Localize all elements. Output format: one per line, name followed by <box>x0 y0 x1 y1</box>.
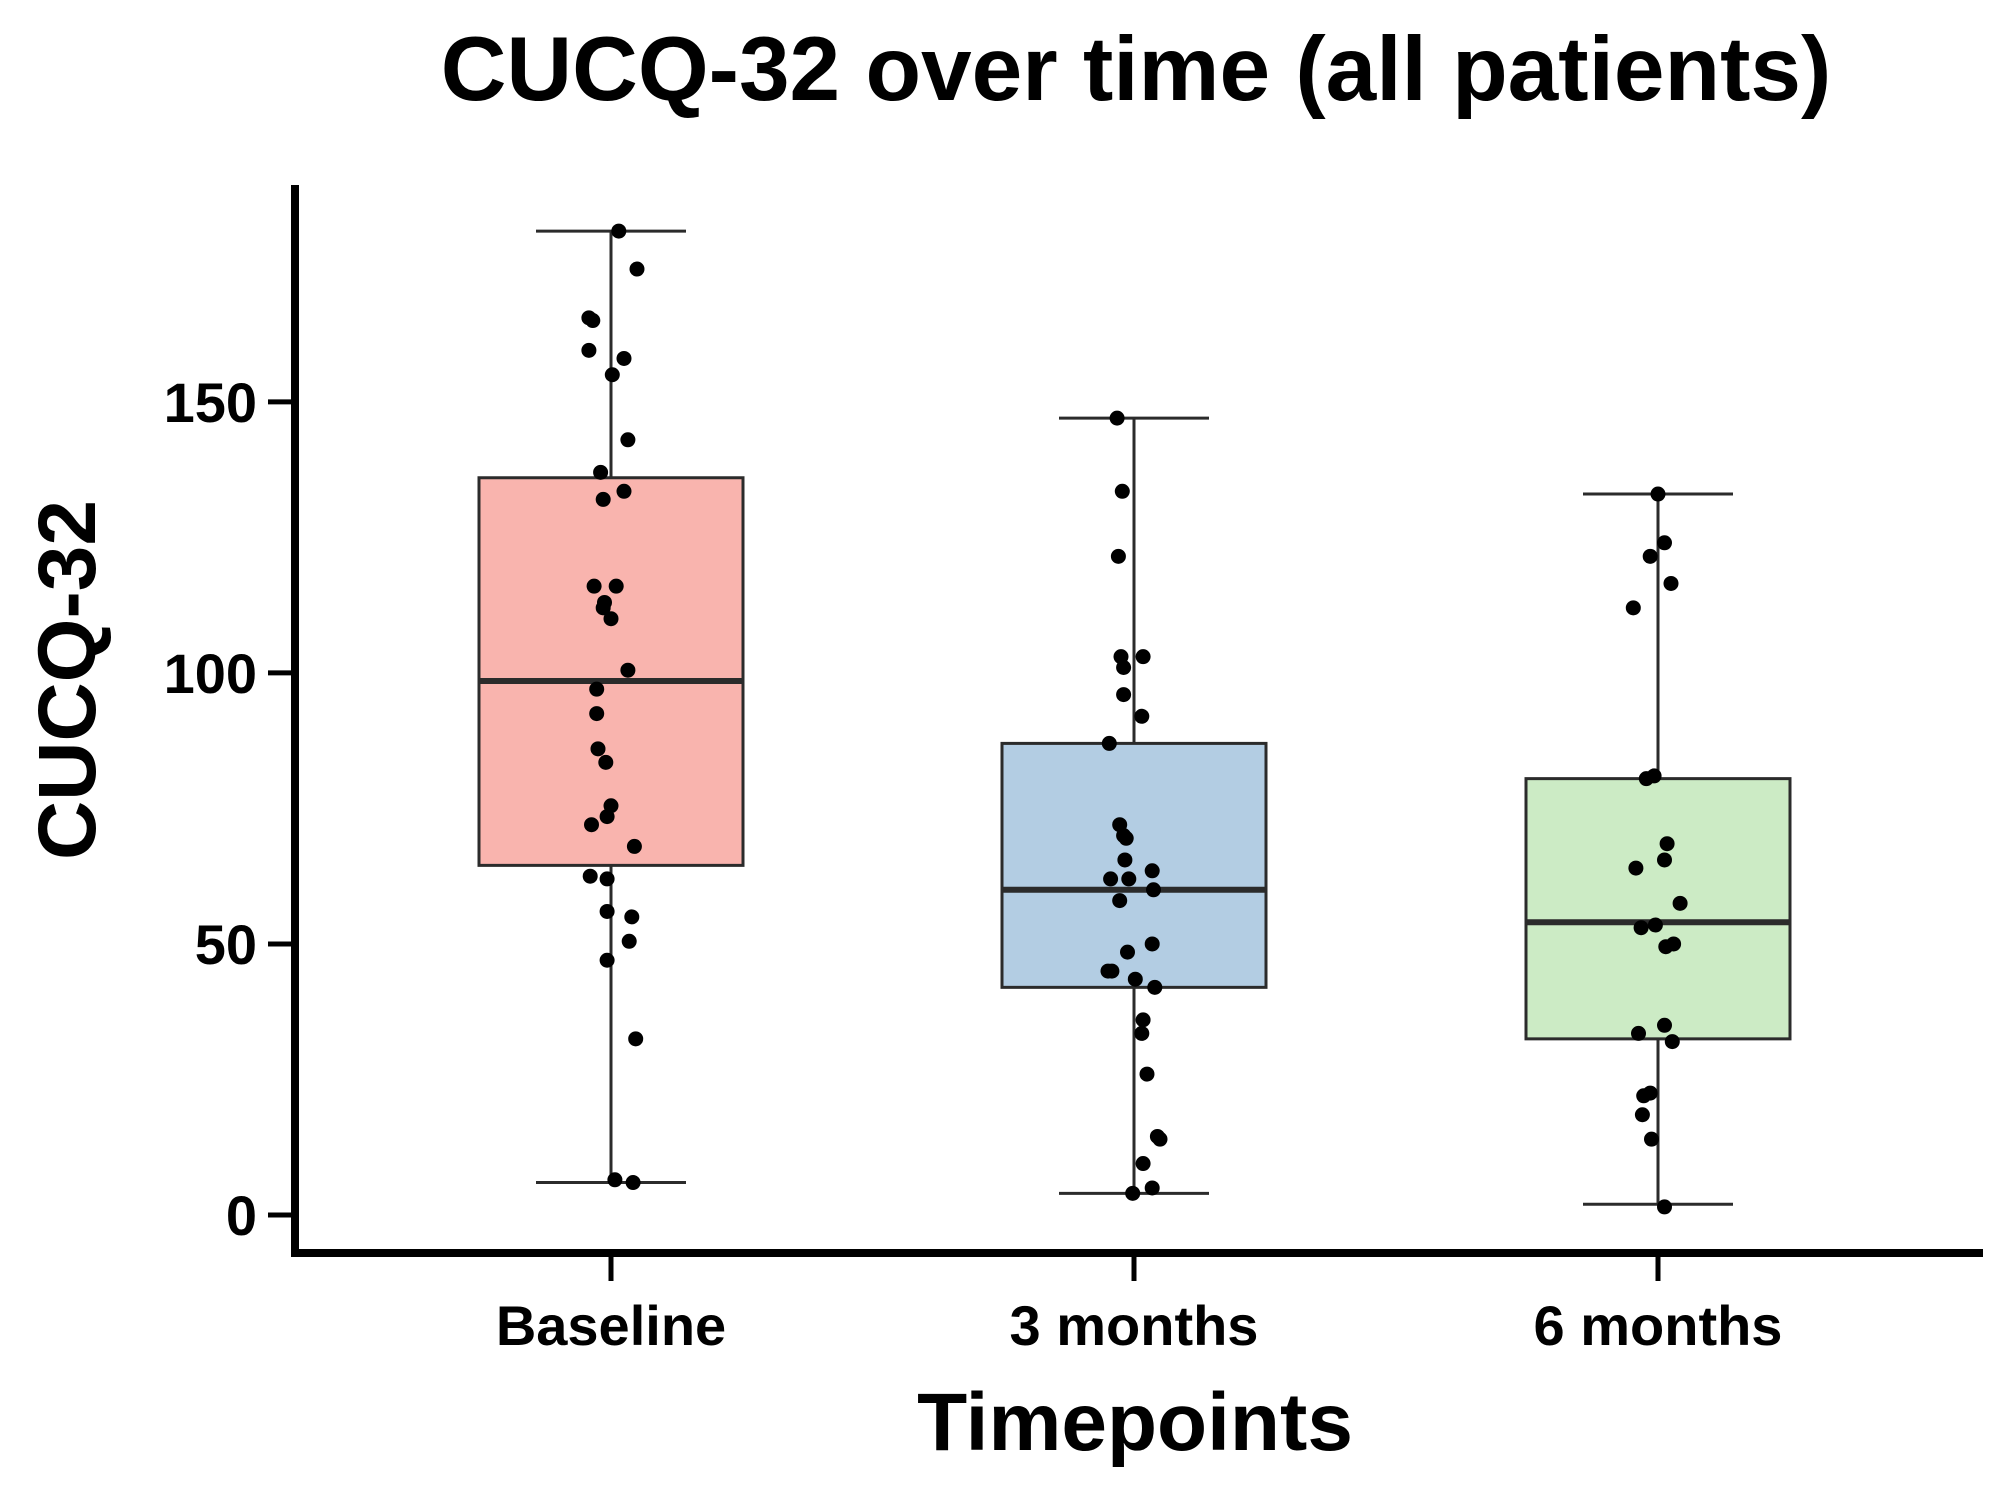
data-point <box>1628 860 1644 876</box>
data-point <box>582 868 598 884</box>
data-point <box>1116 687 1132 703</box>
data-point <box>1625 600 1641 616</box>
data-point <box>1147 979 1163 995</box>
data-point <box>1146 882 1161 898</box>
data-point <box>1152 1131 1168 1147</box>
data-point <box>584 817 599 833</box>
x-axis-title: Timepoints <box>917 1377 1353 1468</box>
data-point <box>1101 735 1117 751</box>
data-point <box>604 367 620 383</box>
y-tick-label-150: 150 <box>164 371 257 434</box>
data-point <box>599 903 615 919</box>
data-point <box>1121 871 1137 887</box>
x-tick-label-1: Baseline <box>496 1294 726 1357</box>
data-point <box>1135 1156 1151 1172</box>
points-1 <box>581 223 645 1191</box>
data-point <box>1144 936 1160 952</box>
data-point <box>1127 971 1143 987</box>
data-point <box>595 600 611 616</box>
data-point <box>607 1172 623 1188</box>
data-point <box>1118 830 1134 846</box>
data-point <box>1109 410 1125 426</box>
x-tick-label-2: 3 months <box>1010 1294 1259 1357</box>
data-point <box>1144 1180 1160 1196</box>
box-iqr <box>1000 741 1268 989</box>
data-point <box>1642 548 1658 564</box>
y-axis-title: CUCQ-32 <box>22 500 113 860</box>
data-point <box>1112 893 1128 909</box>
data-point <box>620 432 636 448</box>
y-tick-label-50: 50 <box>195 913 257 976</box>
data-point <box>1658 939 1674 955</box>
data-point <box>585 313 601 329</box>
data-point <box>624 909 640 925</box>
data-point <box>590 741 606 757</box>
box-iqr <box>1524 777 1792 1041</box>
data-point <box>1638 771 1654 787</box>
axes: 0 50 100 150 Baseline 3 months 6 months <box>164 185 1983 1357</box>
x-tick-label-3: 6 months <box>1534 1294 1783 1357</box>
data-point <box>1117 852 1133 868</box>
data-point <box>1144 863 1160 879</box>
data-point <box>1120 944 1135 960</box>
data-point <box>625 1175 641 1191</box>
data-point <box>1134 1025 1150 1041</box>
data-point <box>1663 575 1679 591</box>
data-point <box>608 578 624 594</box>
data-point <box>1633 920 1649 936</box>
data-point <box>598 754 614 770</box>
data-point <box>1139 1066 1155 1082</box>
data-point <box>629 261 645 277</box>
data-point <box>1631 1025 1646 1041</box>
data-point <box>1636 1088 1652 1104</box>
data-point <box>586 578 602 594</box>
data-point <box>1657 535 1672 551</box>
data-point <box>1135 649 1151 665</box>
data-point <box>581 342 597 358</box>
data-point <box>1657 1199 1672 1215</box>
data-point <box>1114 483 1130 499</box>
chart-title: CUCQ-32 over time (all patients) <box>441 19 1832 120</box>
data-point <box>599 952 615 968</box>
data-point <box>1103 871 1119 887</box>
data-point <box>1110 548 1126 564</box>
data-point <box>1125 1185 1141 1201</box>
data-point <box>593 464 609 480</box>
data-point <box>599 809 615 825</box>
data-point <box>626 838 642 854</box>
data-point <box>589 706 605 722</box>
data-point <box>621 933 637 949</box>
data-point <box>620 662 636 678</box>
data-point <box>595 491 611 507</box>
box-group-3 <box>1524 492 1792 1206</box>
data-point <box>603 611 619 627</box>
data-point <box>1672 895 1688 911</box>
data-point <box>1659 836 1675 852</box>
points-2 <box>1100 410 1168 1201</box>
data-point <box>1634 1107 1650 1123</box>
data-point <box>1657 852 1672 868</box>
data-point <box>611 223 627 239</box>
data-point <box>589 681 605 697</box>
y-tick-label-100: 100 <box>164 642 257 705</box>
box-group-2 <box>1000 416 1268 1195</box>
data-point <box>1664 1034 1680 1050</box>
data-point <box>1104 963 1120 979</box>
data-point <box>1116 659 1132 675</box>
points-3 <box>1625 486 1688 1215</box>
data-point <box>599 871 615 887</box>
data-point <box>1135 1012 1151 1028</box>
data-point <box>1644 1131 1659 1147</box>
data-point <box>1650 486 1666 502</box>
data-point <box>1657 1017 1672 1033</box>
data-point <box>616 483 632 499</box>
data-point <box>616 350 632 366</box>
data-point <box>1134 708 1150 724</box>
data-point <box>1647 917 1663 933</box>
plot-area <box>477 223 1792 1215</box>
y-tick-label-0: 0 <box>226 1184 257 1247</box>
data-point <box>628 1031 644 1047</box>
